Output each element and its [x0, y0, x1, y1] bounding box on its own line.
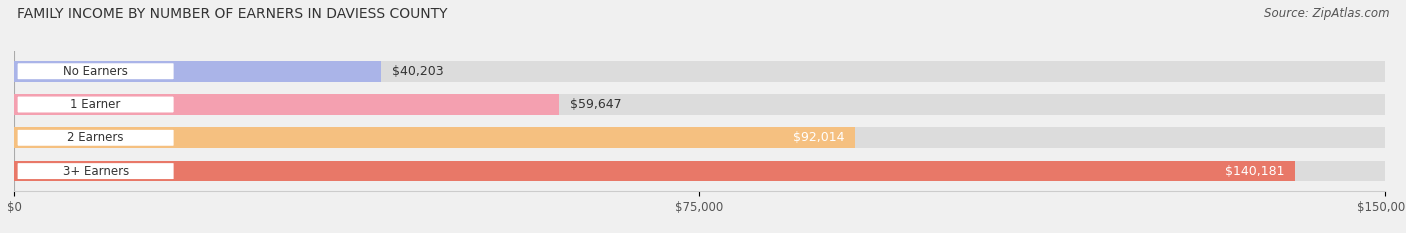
FancyBboxPatch shape: [17, 62, 174, 80]
Text: 2 Earners: 2 Earners: [67, 131, 124, 144]
FancyBboxPatch shape: [17, 162, 174, 180]
Bar: [14, 61, 1385, 82]
Bar: [14, 127, 1385, 148]
Text: Source: ZipAtlas.com: Source: ZipAtlas.com: [1264, 7, 1389, 20]
Text: FAMILY INCOME BY NUMBER OF EARNERS IN DAVIESS COUNTY: FAMILY INCOME BY NUMBER OF EARNERS IN DA…: [17, 7, 447, 21]
Bar: [14, 94, 1385, 115]
Text: 3+ Earners: 3+ Earners: [62, 164, 129, 178]
Bar: [14, 161, 1295, 182]
Text: $40,203: $40,203: [392, 65, 444, 78]
FancyBboxPatch shape: [17, 96, 174, 113]
Text: $59,647: $59,647: [571, 98, 621, 111]
Text: 1 Earner: 1 Earner: [70, 98, 121, 111]
FancyBboxPatch shape: [17, 129, 174, 147]
Bar: [14, 61, 381, 82]
Text: $92,014: $92,014: [793, 131, 844, 144]
Bar: [14, 94, 560, 115]
Bar: [14, 161, 1385, 182]
Bar: [14, 127, 855, 148]
Text: $140,181: $140,181: [1225, 164, 1284, 178]
Text: No Earners: No Earners: [63, 65, 128, 78]
